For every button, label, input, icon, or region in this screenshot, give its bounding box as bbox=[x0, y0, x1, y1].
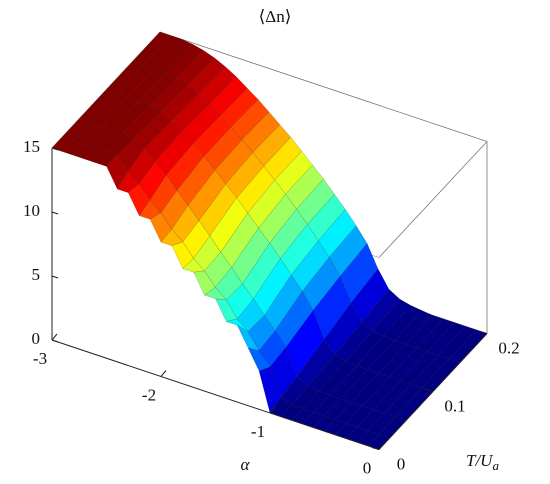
x-axis-label: α bbox=[241, 455, 251, 474]
x-axis bbox=[51, 339, 380, 450]
y-tick-label: 0.2 bbox=[498, 338, 519, 357]
z-tick-label: 0 bbox=[32, 329, 41, 348]
z-tick-label: 15 bbox=[23, 137, 40, 156]
y-tick bbox=[479, 331, 488, 334]
box-edge bbox=[378, 141, 488, 258]
x-tick-label: -1 bbox=[251, 422, 265, 441]
y-tick bbox=[371, 447, 380, 450]
x-tick-label: -3 bbox=[33, 349, 47, 368]
z-tick bbox=[51, 339, 59, 343]
z-tick bbox=[51, 147, 59, 151]
box-edge bbox=[159, 31, 488, 142]
chart-title: ⟨Δn⟩ bbox=[259, 7, 292, 26]
y-axis-label-main: T/U bbox=[466, 451, 494, 470]
y-tick bbox=[425, 389, 434, 392]
z-tick bbox=[51, 275, 59, 279]
y-tick-label: 0 bbox=[397, 454, 406, 473]
x-tick bbox=[269, 406, 276, 414]
x-tick bbox=[160, 370, 167, 377]
z-tick bbox=[51, 211, 59, 215]
y-tick-label: 0.1 bbox=[444, 396, 465, 415]
x-tick-label: -2 bbox=[142, 385, 156, 404]
y-axis-label-subscript: a bbox=[492, 458, 499, 473]
y-axis-label: T/Ua bbox=[466, 451, 499, 473]
x-tick bbox=[51, 333, 58, 341]
z-tick-label: 10 bbox=[23, 201, 40, 220]
x-tick bbox=[378, 443, 385, 450]
x-tick-label: 0 bbox=[363, 458, 372, 477]
z-tick-label: 5 bbox=[32, 265, 41, 284]
